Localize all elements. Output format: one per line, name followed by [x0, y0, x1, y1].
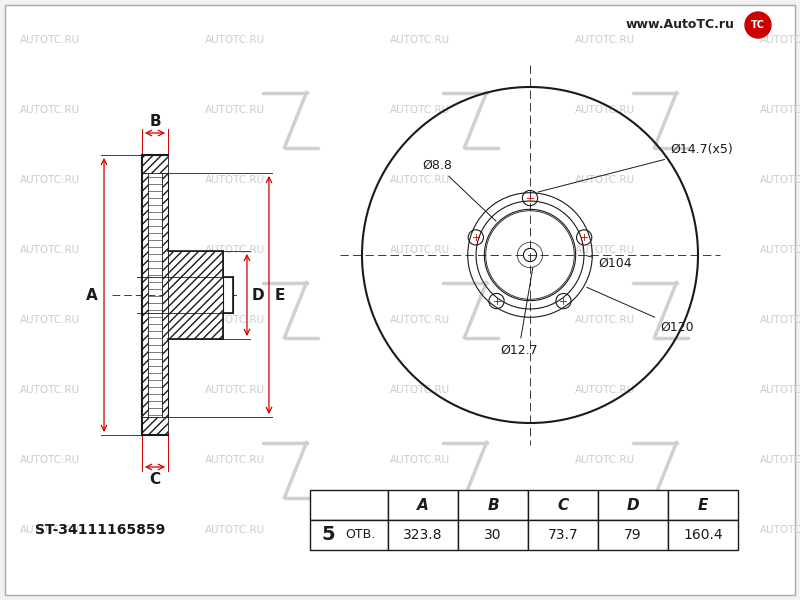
- Text: 160.4: 160.4: [683, 528, 723, 542]
- Text: A: A: [417, 497, 429, 512]
- Text: AUTOTC.RU: AUTOTC.RU: [390, 455, 450, 465]
- Bar: [223, 277, 233, 313]
- Text: AUTOTC.RU: AUTOTC.RU: [20, 245, 80, 255]
- Text: 5: 5: [321, 526, 335, 545]
- Text: AUTOTC.RU: AUTOTC.RU: [390, 105, 450, 115]
- Bar: [388, 490, 458, 520]
- Text: AUTOTC.RU: AUTOTC.RU: [390, 315, 450, 325]
- Text: AUTOTC.RU: AUTOTC.RU: [760, 525, 800, 535]
- Text: AUTOTC.RU: AUTOTC.RU: [205, 35, 265, 45]
- Text: C: C: [150, 472, 161, 487]
- Text: Ø14.7(x5): Ø14.7(x5): [538, 143, 733, 192]
- Text: AUTOTC.RU: AUTOTC.RU: [390, 35, 450, 45]
- Bar: [528, 490, 598, 520]
- Text: AUTOTC.RU: AUTOTC.RU: [390, 175, 450, 185]
- Text: Ø8.8: Ø8.8: [422, 158, 496, 221]
- Bar: [310, 520, 388, 550]
- Text: AUTOTC.RU: AUTOTC.RU: [205, 315, 265, 325]
- Bar: [668, 520, 738, 550]
- Bar: [528, 520, 598, 550]
- Text: D: D: [626, 497, 639, 512]
- Text: AUTOTC.RU: AUTOTC.RU: [760, 35, 800, 45]
- Text: 323.8: 323.8: [403, 528, 442, 542]
- Bar: [598, 490, 668, 520]
- Text: AUTOTC.RU: AUTOTC.RU: [205, 525, 265, 535]
- Text: AUTOTC.RU: AUTOTC.RU: [575, 525, 635, 535]
- Text: Ø104: Ø104: [586, 256, 632, 269]
- Text: AUTOTC.RU: AUTOTC.RU: [20, 315, 80, 325]
- Text: C: C: [558, 497, 569, 512]
- Bar: [598, 520, 668, 550]
- Text: AUTOTC.RU: AUTOTC.RU: [205, 245, 265, 255]
- Text: 73.7: 73.7: [548, 528, 578, 542]
- Text: AUTOTC.RU: AUTOTC.RU: [575, 105, 635, 115]
- Text: AUTOTC.RU: AUTOTC.RU: [575, 175, 635, 185]
- Text: AUTOTC.RU: AUTOTC.RU: [205, 105, 265, 115]
- Text: AUTOTC.RU: AUTOTC.RU: [390, 385, 450, 395]
- Text: AUTOTC.RU: AUTOTC.RU: [205, 385, 265, 395]
- Text: ОТВ.: ОТВ.: [345, 529, 375, 541]
- Bar: [458, 490, 528, 520]
- Text: AUTOTC.RU: AUTOTC.RU: [575, 455, 635, 465]
- Text: AUTOTC.RU: AUTOTC.RU: [760, 385, 800, 395]
- Text: 30: 30: [484, 528, 502, 542]
- Bar: [310, 490, 388, 520]
- Text: AUTOTC.RU: AUTOTC.RU: [575, 385, 635, 395]
- Text: AUTOTC.RU: AUTOTC.RU: [760, 175, 800, 185]
- Text: www.AutoTC.ru: www.AutoTC.ru: [626, 19, 734, 31]
- Text: AUTOTC.RU: AUTOTC.RU: [575, 315, 635, 325]
- Text: AUTOTC.RU: AUTOTC.RU: [20, 35, 80, 45]
- Text: AUTOTC.RU: AUTOTC.RU: [760, 245, 800, 255]
- Text: AUTOTC.RU: AUTOTC.RU: [20, 175, 80, 185]
- Circle shape: [745, 12, 771, 38]
- Text: B: B: [487, 497, 499, 512]
- Text: AUTOTC.RU: AUTOTC.RU: [390, 525, 450, 535]
- Bar: [668, 490, 738, 520]
- Bar: [162, 173, 168, 417]
- Text: D: D: [252, 287, 264, 302]
- Text: AUTOTC.RU: AUTOTC.RU: [760, 455, 800, 465]
- Text: Ø12.7: Ø12.7: [500, 268, 538, 356]
- Text: AUTOTC.RU: AUTOTC.RU: [20, 455, 80, 465]
- Text: AUTOTC.RU: AUTOTC.RU: [20, 105, 80, 115]
- Bar: [388, 520, 458, 550]
- Bar: [458, 520, 528, 550]
- Bar: [142, 173, 148, 417]
- Text: B: B: [149, 115, 161, 130]
- Text: AUTOTC.RU: AUTOTC.RU: [760, 105, 800, 115]
- Text: 79: 79: [624, 528, 642, 542]
- Text: Ø120: Ø120: [586, 287, 694, 334]
- Text: TC: TC: [751, 20, 765, 30]
- Text: AUTOTC.RU: AUTOTC.RU: [20, 385, 80, 395]
- Text: AUTOTC.RU: AUTOTC.RU: [205, 455, 265, 465]
- Text: A: A: [86, 287, 98, 302]
- Text: AUTOTC.RU: AUTOTC.RU: [20, 525, 80, 535]
- Bar: [142, 155, 168, 173]
- Text: E: E: [698, 497, 708, 512]
- Bar: [168, 251, 223, 339]
- Text: AUTOTC.RU: AUTOTC.RU: [575, 245, 635, 255]
- Text: AUTOTC.RU: AUTOTC.RU: [390, 245, 450, 255]
- Text: AUTOTC.RU: AUTOTC.RU: [760, 315, 800, 325]
- Text: ST-34111165859: ST-34111165859: [35, 523, 165, 537]
- Text: E: E: [274, 287, 285, 302]
- Bar: [142, 417, 168, 435]
- Text: AUTOTC.RU: AUTOTC.RU: [575, 35, 635, 45]
- Text: AUTOTC.RU: AUTOTC.RU: [205, 175, 265, 185]
